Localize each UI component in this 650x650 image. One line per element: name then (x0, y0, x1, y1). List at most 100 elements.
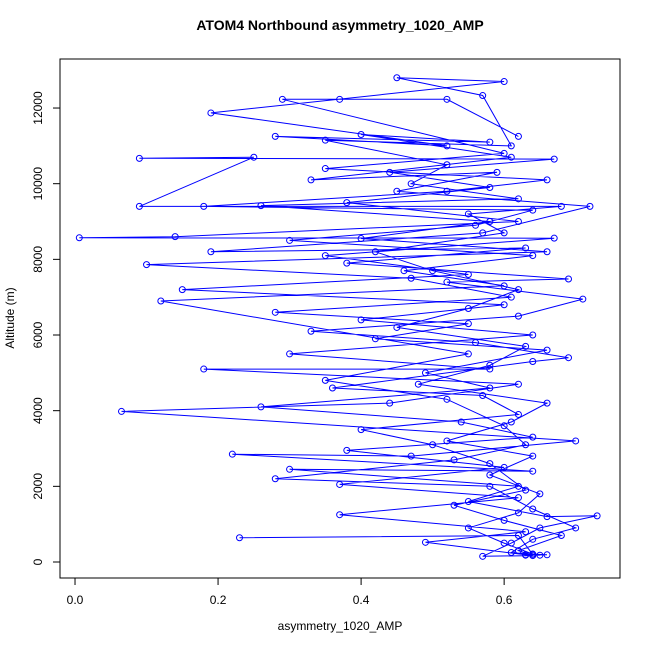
data-point (486, 361, 494, 369)
data-point (514, 286, 522, 294)
data-point (143, 261, 151, 269)
data-point (522, 486, 530, 494)
data-point (514, 532, 522, 540)
data-point (464, 305, 472, 313)
data-point (357, 131, 365, 139)
data-point (336, 511, 344, 519)
data-point (386, 168, 394, 176)
data-point (522, 244, 530, 252)
y-tick-label: 6000 (31, 321, 45, 348)
data-point (464, 524, 472, 532)
data-point (479, 552, 487, 560)
data-point (557, 532, 565, 540)
data-point (343, 446, 351, 454)
data-point (543, 346, 551, 354)
data-point (514, 482, 522, 490)
y-tick-label: 8000 (31, 246, 45, 273)
data-point (443, 437, 451, 445)
data-point (536, 490, 544, 498)
data-point (464, 210, 472, 218)
x-axis-label: asymmetry_1020_AMP (278, 619, 403, 633)
data-point (500, 229, 508, 237)
data-point (443, 278, 451, 286)
data-point (500, 301, 508, 309)
data-point (178, 286, 186, 294)
data-point (586, 202, 594, 210)
data-point (529, 252, 537, 260)
data-point (529, 467, 537, 475)
data-point (543, 513, 551, 521)
data-point (200, 202, 208, 210)
data-point (307, 176, 315, 184)
data-point (307, 327, 315, 335)
data-point (543, 551, 551, 559)
data-point (429, 441, 437, 449)
data-point (443, 395, 451, 403)
data-point (328, 384, 336, 392)
data-point (400, 267, 408, 275)
data-point (135, 202, 143, 210)
data-point (507, 418, 515, 426)
y-tick-label: 12000 (31, 91, 45, 125)
data-point (514, 312, 522, 320)
data-point (522, 551, 530, 559)
x-tick-label: 0.0 (67, 593, 84, 607)
data-point (271, 308, 279, 316)
data-point (357, 235, 365, 243)
data-point (421, 369, 429, 377)
data-point (464, 497, 472, 505)
data-point (393, 187, 401, 195)
y-tick-label: 0 (31, 558, 45, 565)
data-point (522, 528, 530, 536)
data-point (543, 399, 551, 407)
data-point (171, 233, 179, 241)
data-point (522, 342, 530, 350)
data-point (565, 354, 573, 362)
data-point (550, 155, 558, 163)
data-point (493, 168, 501, 176)
data-point (514, 132, 522, 140)
data-point (200, 365, 208, 373)
data-point (507, 293, 515, 301)
data-point (472, 339, 480, 347)
data-point (343, 259, 351, 267)
data-point (507, 549, 515, 557)
data-point (75, 234, 83, 242)
data-point (536, 524, 544, 532)
data-point (407, 452, 415, 460)
data-point (500, 422, 508, 430)
data-point (450, 501, 458, 509)
data-point (536, 551, 544, 559)
data-point (579, 295, 587, 303)
data-point (118, 407, 126, 415)
data-point (529, 552, 537, 560)
data-point (393, 323, 401, 331)
data-point (257, 202, 265, 210)
data-point (450, 456, 458, 464)
data-point (514, 195, 522, 203)
chart-title: ATOM4 Northbound asymmetry_1020_AMP (196, 17, 483, 33)
data-point (486, 460, 494, 468)
data-point (514, 547, 522, 555)
y-tick-label: 4000 (31, 397, 45, 424)
data-point (357, 426, 365, 434)
y-tick-label: 2000 (31, 473, 45, 500)
data-point (565, 275, 573, 283)
data-point (543, 176, 551, 184)
data-point (457, 418, 465, 426)
data-point (257, 403, 265, 411)
x-tick-label: 0.4 (353, 593, 370, 607)
data-point (464, 320, 472, 328)
data-point (321, 252, 329, 260)
data-point (486, 365, 494, 373)
data-point (414, 380, 422, 388)
y-tick-label: 10000 (31, 167, 45, 201)
data-point (500, 539, 508, 547)
data-point (321, 165, 329, 173)
data-point (271, 475, 279, 483)
plot-frame (59, 58, 621, 579)
data-point (486, 183, 494, 191)
data-point (371, 335, 379, 343)
data-point (529, 452, 537, 460)
data-point (271, 132, 279, 140)
